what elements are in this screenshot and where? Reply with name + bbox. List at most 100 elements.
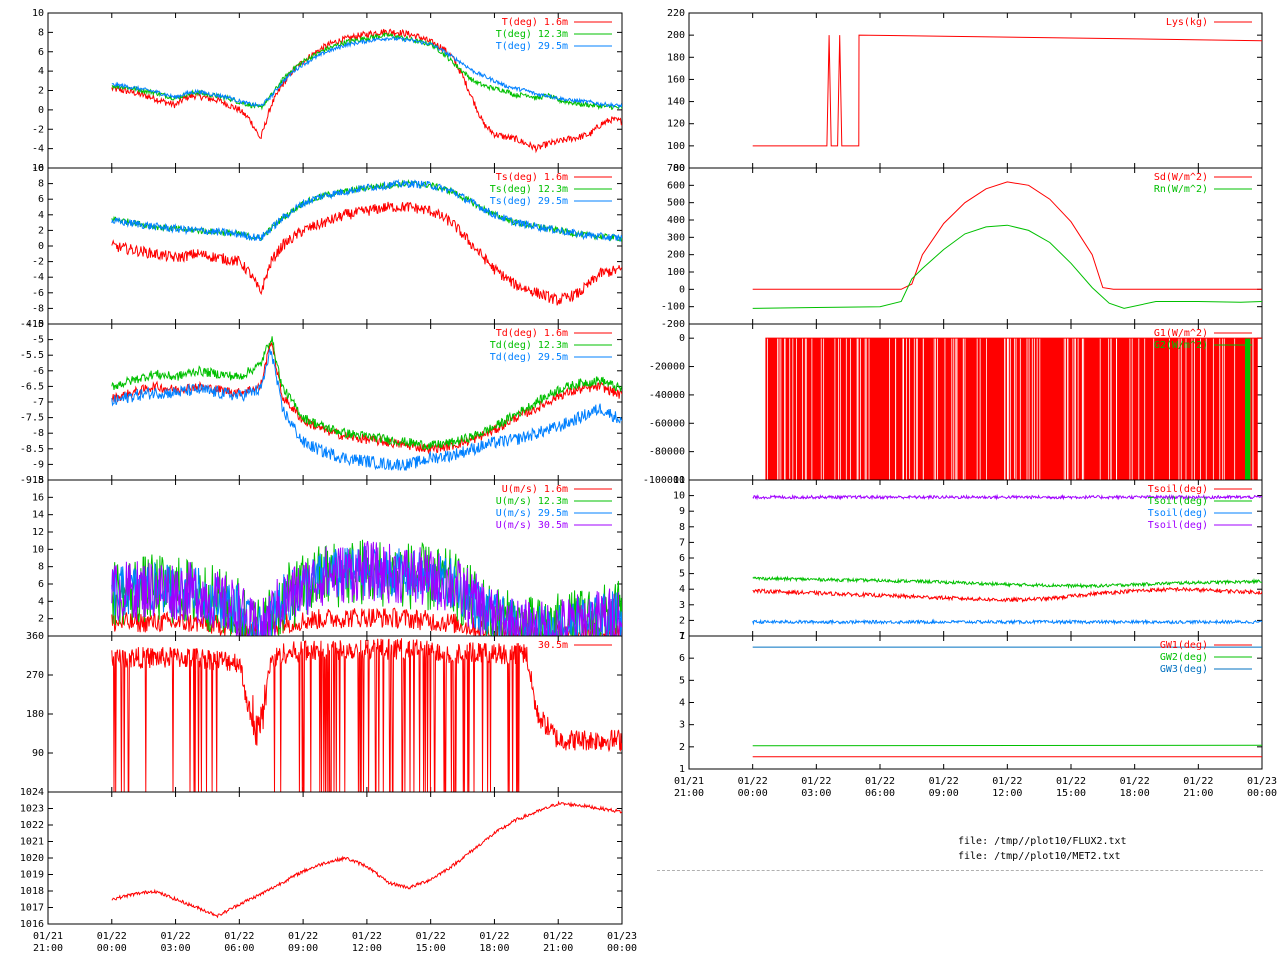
y-tick-label: 10 [32,163,44,174]
panel-lys: 220 200 180 160 140 120 100 80 Lys(kg) [667,8,1263,174]
y-tick-label: 8 [38,179,44,190]
y-tick-label: 8 [38,562,44,573]
legend-label: G1(W/m^2) [1154,328,1208,339]
legend-label: Tsoil(deg) [1148,484,1208,495]
y-tick-label: -100 [661,302,685,313]
y-tick-label: 400 [667,215,685,226]
x-tick-time: 15:00 [416,943,446,954]
legend-label: T(deg) 1.6m [502,17,568,28]
x-tick-time: 06:00 [224,943,254,954]
legend-label: Ts(deg) 1.6m [496,172,568,183]
x-tick-time: 15:00 [1056,788,1086,799]
legend-label: Td(deg) 12.3m [490,340,568,351]
x-tick-time: 03:00 [161,943,191,954]
y-tick-label: 8 [679,522,685,533]
y-tick-label: 6 [38,194,44,205]
y-tick-label: -8 [32,303,44,314]
series-line-0 [111,201,622,306]
y-tick-label: -7 [32,397,44,408]
y-tick-label: -5.5 [20,350,44,361]
x-tick-time: 09:00 [929,788,959,799]
y-tick-label: 1020 [20,853,44,864]
y-tick-label: 6 [679,553,685,564]
legend-label: 30.5m [538,640,568,651]
y-tick-label: 0 [38,241,44,252]
y-tick-label: 300 [667,232,685,243]
y-tick-label: -4 [32,144,44,155]
x-tick-time: 21:00 [674,788,704,799]
legend-label: T(deg) 12.3m [496,29,568,40]
y-tick-label: 1017 [20,903,44,914]
series-line-1 [752,224,1262,309]
series-line-2 [752,618,1262,626]
legend-label: Tsoil(deg) [1148,496,1208,507]
y-tick-label: 1019 [20,870,44,881]
y-tick-label: 1 [679,631,685,642]
y-tick-label: 360 [26,631,44,642]
x-tick-time: 18:00 [1120,788,1150,799]
g1-flux-band [765,338,1258,480]
y-tick-label: 2 [38,614,44,625]
panel-wind_direction: 360 270 180 90 30.5m [26,631,623,793]
g2-flux-band [1245,338,1251,480]
y-tick-label: 80 [673,163,685,174]
y-tick-label: 0 [38,105,44,116]
y-tick-label: 180 [667,52,685,63]
y-tick-label: 12 [32,527,44,538]
y-tick-label: 10 [673,491,685,502]
panel-soil_heat_flux: 0 -20000 -40000 -60000 -80000 -100000 G1(W/m^2… [643,323,1263,486]
y-tick-label: 220 [667,8,685,19]
x-tick-date: 01/23 [607,931,637,942]
x-tick-time: 03:00 [801,788,831,799]
series-line-0 [111,800,622,919]
y-tick-label: 14 [32,510,44,521]
y-tick-label: -6 [32,163,44,174]
series-line-2 [111,178,622,242]
y-tick-label: -4 [32,272,44,283]
y-tick-label: 5 [679,675,685,686]
y-tick-label: -100000 [643,475,685,486]
y-tick-label: 160 [667,74,685,85]
y-tick-label: -8 [32,428,44,439]
legend-label: GW3(deg) [1160,664,1208,675]
y-tick-label: 9 [679,506,685,517]
y-tick-label: 4 [679,698,685,709]
y-tick-label: -200 [661,319,685,330]
y-tick-label: 3 [679,600,685,611]
series-line-1 [111,336,622,451]
x-tick-date: 01/22 [288,931,318,942]
y-tick-label: 4 [679,584,685,595]
x-tick-date: 01/22 [352,931,382,942]
x-tick-date: 01/22 [416,931,446,942]
x-tick-date: 01/22 [801,776,831,787]
panel-radiation: 700 600 500 400 300 200 100 0 -100 -200 Sd(W/m^2)R… [661,163,1263,330]
y-tick-label: 0 [679,333,685,344]
series-line-2 [111,36,622,109]
y-tick-label: 600 [667,180,685,191]
x-tick-time: 00:00 [738,788,768,799]
series-line-3 [752,493,1262,501]
y-tick-label: 100 [667,141,685,152]
y-tick-label: -8.5 [20,444,44,455]
y-tick-label: 11 [673,475,685,486]
y-tick-label: 1023 [20,804,44,815]
y-tick-label: 500 [667,198,685,209]
panel-soil_temperature: 1110987654321Tsoil(deg)Tsoil(deg)Tsoil(d… [673,475,1263,642]
x-tick-date: 01/22 [738,776,768,787]
x-tick-time: 18:00 [479,943,509,954]
file-line-1: file: /tmp//plot10/FLUX2.txt [958,836,1127,847]
legend-label: Ts(deg) 12.3m [490,184,568,195]
y-tick-label: 7 [679,631,685,642]
x-tick-date: 01/22 [929,776,959,787]
x-tick-time: 12:00 [992,788,1022,799]
y-tick-label: 3 [679,720,685,731]
file-list: file: /tmp//plot10/FLUX2.txt file: /tmp/… [958,834,1127,864]
y-tick-label: 4 [38,596,44,607]
legend-label: U(m/s) 30.5m [496,520,568,531]
x-tick-date: 01/22 [224,931,254,942]
y-tick-label: 140 [667,97,685,108]
y-tick-label: 700 [667,163,685,174]
y-tick-label: 18 [32,475,44,486]
y-tick-label: -5 [32,335,44,346]
